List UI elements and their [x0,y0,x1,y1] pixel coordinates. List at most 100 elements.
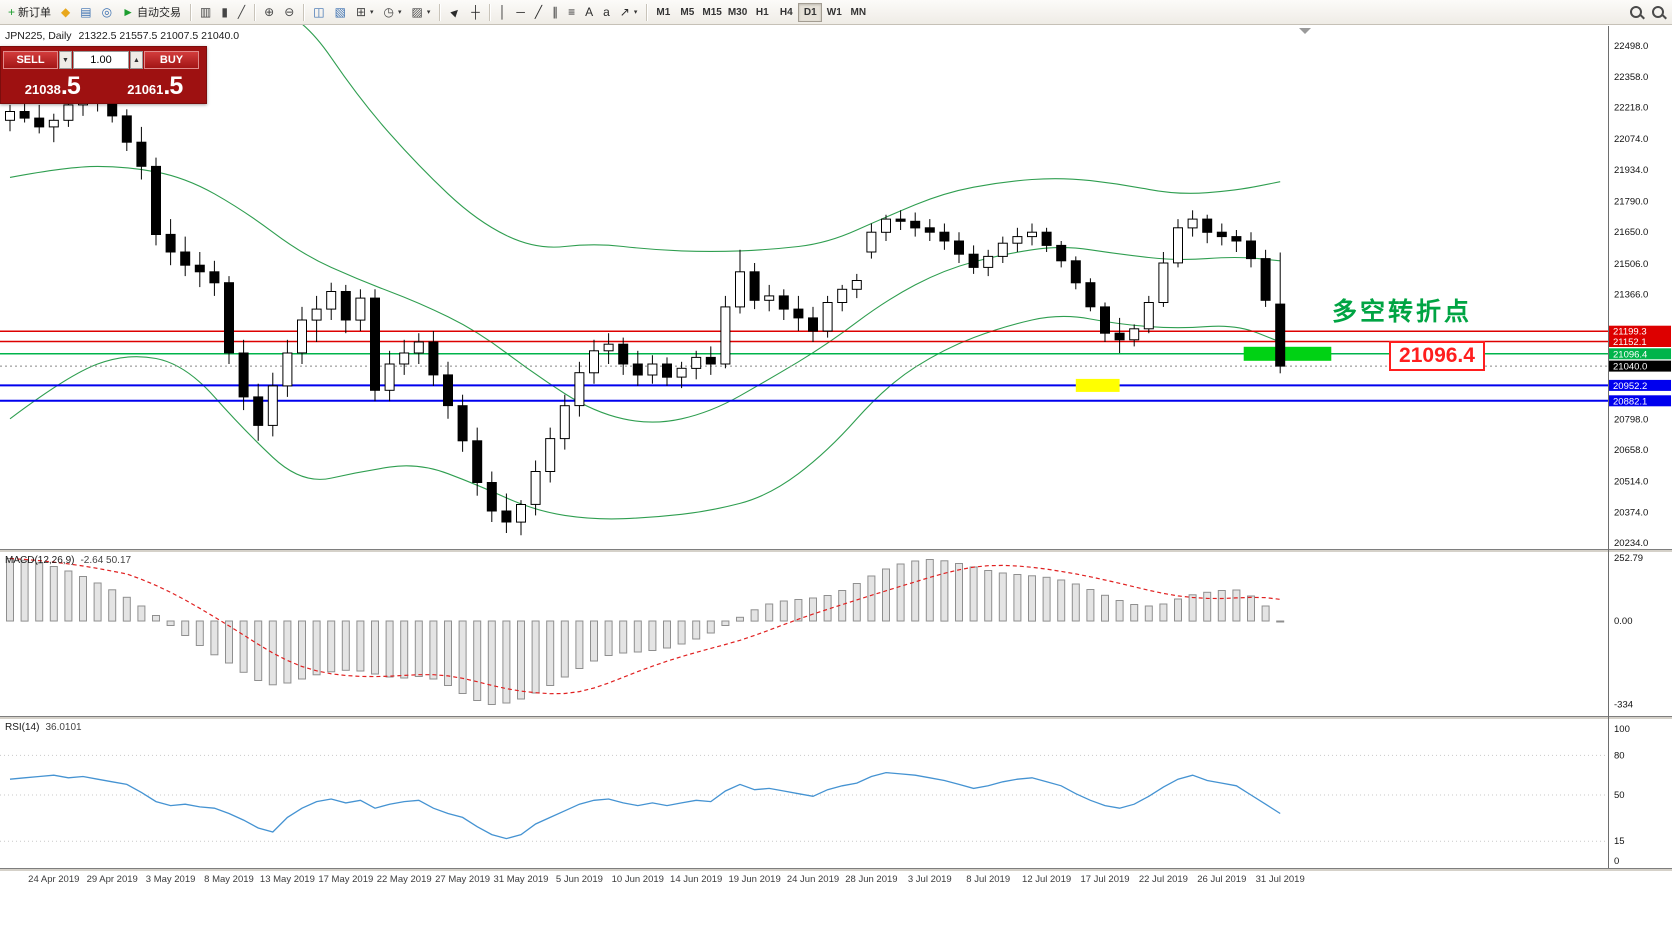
rsi-value: 36.0101 [45,722,82,733]
svg-text:-334: -334 [1614,700,1633,711]
market-watch-icon: ▤ [80,5,92,19]
svg-text:28 Jun 2019: 28 Jun 2019 [845,874,897,885]
mql-community-button[interactable]: ◆ [57,2,74,23]
zoom-in-icon: ⊕ [264,5,275,19]
fibonacci-icon: ≡ [568,5,576,19]
svg-text:22498.0: 22498.0 [1614,41,1648,52]
timeframe-m5-button[interactable]: M5 [675,3,699,22]
buy-button[interactable]: BUY [144,51,199,69]
timeframe-h1-button[interactable]: H1 [750,3,774,22]
timeframe-m1-button[interactable]: M1 [651,3,675,22]
period-icon: ◷ [383,5,395,19]
price-axis-tag [1609,360,1671,372]
zoom-in-button[interactable]: ⊕ [260,2,278,23]
toolbar-separator [189,3,191,21]
svg-text:14 Jun 2019: 14 Jun 2019 [670,874,722,885]
toolbar-separator [439,3,441,21]
macd-histogram [6,558,1285,705]
magnifier-icon [1630,6,1642,18]
svg-text:26 Jul 2019: 26 Jul 2019 [1197,874,1246,885]
svg-text:15: 15 [1614,836,1625,847]
svg-text:21790.0: 21790.0 [1614,197,1648,208]
vertical-line-button[interactable]: │ [495,2,511,23]
tile-windows-button[interactable]: ◫ [309,2,328,23]
toolbar-separator [303,3,305,21]
svg-text:3 Jul 2019: 3 Jul 2019 [908,874,952,885]
market-watch-button[interactable]: ▤ [76,2,95,23]
sell-price-display[interactable]: 21038.5 [24,71,81,100]
fibonacci-button[interactable]: ≡ [564,2,579,23]
svg-text:21650.0: 21650.0 [1614,227,1648,238]
cascade-windows-icon: ▧ [334,5,346,19]
data-window-button[interactable]: ◎ [98,2,116,23]
toolbar-separator [488,3,490,21]
candlestick-chart-button[interactable]: ▮ [217,2,232,23]
cursor-button[interactable]: ► [445,2,465,23]
rsi-label: RSI(14) 36.0101 [5,722,82,733]
timeframe-m30-button[interactable]: M30 [725,3,750,22]
autotrading-button[interactable]: ► 自动交易 [118,2,185,23]
chart-shift-marker-icon [1299,28,1311,34]
svg-text:21366.0: 21366.0 [1614,290,1648,301]
svg-text:3 May 2019: 3 May 2019 [146,874,196,885]
timeframe-h4-button[interactable]: H4 [774,3,798,22]
autotrading-button-label: 自动交易 [136,7,181,19]
line-chart-button[interactable]: ╱ [234,2,249,23]
zoom-out-button[interactable]: ⊖ [280,2,298,23]
template-button[interactable]: ▨ ▾ [408,2,435,23]
label-button[interactable]: a [599,2,614,23]
timeframe-d1-button[interactable]: D1 [798,2,823,22]
zoom-out-icon: ⊖ [284,5,295,19]
volume-input[interactable] [73,51,129,69]
svg-text:21934.0: 21934.0 [1614,165,1648,176]
text-button[interactable]: A [581,2,597,23]
svg-text:20374.0: 20374.0 [1614,507,1648,518]
crosshair-button[interactable]: ┼ [467,2,484,23]
price-axis-tag [1609,379,1671,391]
new-chart-button[interactable]: ⊞ ▾ [352,2,378,23]
candles [5,85,1286,536]
svg-text:31 Jul 2019: 31 Jul 2019 [1256,874,1305,885]
sell-button[interactable]: SELL [3,51,58,69]
trendline-button[interactable]: ╱ [531,2,546,23]
search-chart-button[interactable] [1648,2,1668,23]
oct-price-row: 21038.5 21061.5 [1,71,206,104]
timeframe-w1-button[interactable]: W1 [822,3,846,22]
new-order-button[interactable]: + 新订单 [4,2,55,23]
rsi-line [9,771,1281,840]
channel-button[interactable]: ∥ [548,2,562,23]
svg-text:13 May 2019: 13 May 2019 [260,874,315,885]
svg-text:20234.0: 20234.0 [1614,538,1648,549]
horizontal-line-button[interactable]: ─ [512,2,529,23]
svg-text:10 Jun 2019: 10 Jun 2019 [612,874,664,885]
toolbar-separator [646,3,648,21]
dropdown-caret-icon: ▾ [633,9,638,16]
timeframe-m15-button[interactable]: M15 [699,3,724,22]
svg-text:21506.0: 21506.0 [1614,259,1648,270]
mql-community-icon: ◆ [61,5,71,19]
trendline-icon: ╱ [534,5,543,19]
buy-price-display[interactable]: 21061.5 [127,71,183,100]
search-symbol-button[interactable] [1626,2,1646,23]
cascade-windows-button[interactable]: ▧ [331,2,350,23]
arrows-icon: ↗ [619,5,630,19]
label-icon: a [603,5,610,19]
svg-text:22358.0: 22358.0 [1614,72,1648,83]
volume-decrement-button[interactable]: ▼ [59,51,72,69]
svg-text:19 Jun 2019: 19 Jun 2019 [728,874,780,885]
svg-text:21040.0: 21040.0 [1613,362,1647,373]
timeframe-mn-button[interactable]: MN [846,3,870,22]
symbol-period-text: JPN225, Daily [5,30,72,42]
bar-chart-button[interactable]: ▥ [196,2,215,23]
oct-controls-row: SELL ▼ ▲ BUY [1,47,206,71]
period-button[interactable]: ◷ ▾ [380,2,406,23]
one-click-trading-panel: SELL ▼ ▲ BUY 21038.5 21061.5 [0,46,207,104]
svg-text:20514.0: 20514.0 [1614,477,1648,488]
indicator-axes: 252.79 0.00 -334 100 80 50 15 0 [1614,553,1643,867]
svg-text:17 Jul 2019: 17 Jul 2019 [1080,874,1129,885]
text-icon: A [585,5,594,19]
volume-increment-button[interactable]: ▲ [130,51,143,69]
arrows-button[interactable]: ↗ ▾ [616,2,642,23]
